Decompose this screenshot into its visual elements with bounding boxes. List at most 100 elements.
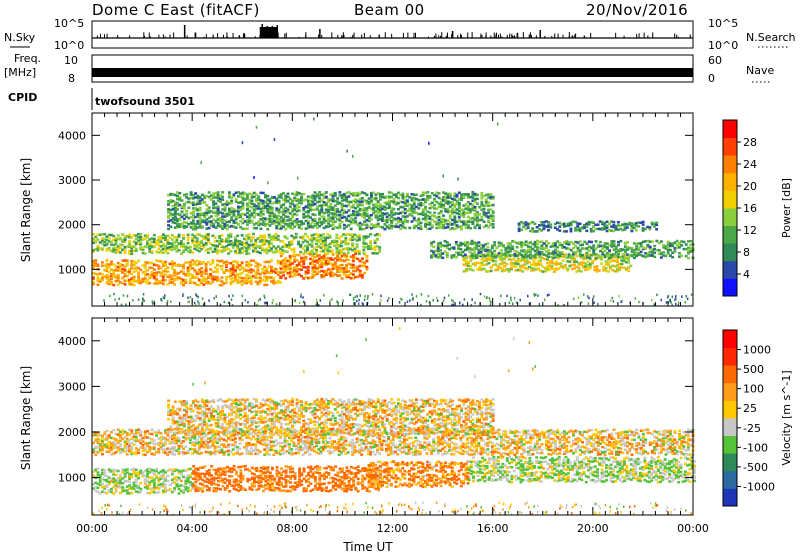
power-band-4-cell (558, 251, 562, 254)
power-band-5-cell (417, 226, 421, 230)
power-band-5-cell (196, 215, 200, 219)
power-band-5-cell (167, 200, 170, 203)
power-band-4-cell (524, 240, 528, 243)
power-band-6-cell (569, 227, 573, 231)
power-band-3-cell (123, 235, 127, 238)
power-band-3-cell (328, 250, 332, 253)
power-band-5-cell (261, 202, 265, 205)
power-band-0-cell (141, 280, 145, 283)
power-band-5-cell (381, 214, 385, 217)
power-band-5-cell (279, 216, 283, 219)
power-band-5-cell (322, 219, 326, 222)
velocity-band-1-cell (205, 477, 209, 480)
power-band-3-cell (132, 234, 136, 237)
power-band-0-cell (146, 261, 149, 264)
power-band-4-cell (565, 240, 569, 243)
velocity-band-1-cell (327, 465, 331, 468)
power-band-0-cell (191, 274, 195, 277)
power-band-0-cell (157, 280, 161, 283)
power-band-5-cell (356, 191, 360, 195)
power-band-5-cell (191, 212, 195, 215)
power-band-5-cell (203, 219, 207, 223)
power-band-6-cell (517, 229, 521, 233)
power-band-3-cell (175, 249, 179, 253)
power-band-0-cell (96, 263, 100, 267)
power-band-1-cell (356, 268, 360, 271)
power-band-6-cell (524, 227, 528, 231)
power-band-6-cell (524, 221, 528, 224)
power-band-5-cell (417, 207, 421, 210)
power-band-5-cell (196, 202, 200, 205)
velocity-band-1-cell (273, 486, 277, 490)
power-band-5-cell (320, 199, 324, 202)
power-band-3-cell (130, 249, 134, 253)
power-band-0-cell (276, 262, 280, 265)
power-band-6-cell (616, 224, 620, 227)
power-band-5-cell (259, 202, 263, 205)
velocity-band-1-cell (235, 488, 238, 491)
power-band-1-cell (320, 274, 324, 277)
power-band-5-cell (173, 221, 177, 225)
power-band-5-cell (315, 193, 319, 196)
power-band-3-cell (200, 234, 204, 238)
power-band-4-cell (459, 253, 463, 256)
power-band-5-cell (234, 209, 238, 213)
power-band-5-cell (228, 210, 231, 214)
velocity-band-1-cell (322, 477, 326, 481)
power-band-2-cell (503, 265, 507, 268)
power-band-3-cell (324, 248, 327, 251)
power-band-4-cell (511, 245, 515, 248)
power-band-0-cell (130, 283, 134, 286)
power-band-1-cell (288, 275, 292, 278)
power-band-6-cell (529, 229, 532, 233)
power-band-0-cell (231, 273, 235, 276)
velocity-band-1-cell (361, 484, 365, 487)
power-band-1-cell (293, 260, 297, 263)
power-band-1-cell (342, 273, 346, 276)
power-band-1-cell (345, 254, 349, 258)
power-band-6-cell (587, 223, 591, 226)
power-band-5-cell (198, 212, 202, 216)
velocity-band-1-cell (198, 482, 202, 485)
power-band-0-cell (173, 272, 176, 276)
power-band-4-cell (635, 254, 639, 258)
power-band-5-cell (322, 195, 326, 199)
power-band-1-cell (315, 259, 319, 262)
power-band-5-cell (360, 200, 364, 203)
power-band-4-cell (533, 249, 537, 253)
power-band-4-cell (445, 246, 449, 250)
velocity-band-0-cell (116, 479, 120, 483)
power-band-0-cell (193, 276, 197, 279)
power-band-3-cell (134, 241, 138, 245)
power-band-5-cell (428, 223, 432, 226)
power-band-3-cell (128, 233, 131, 237)
power-band-5-cell (385, 218, 389, 222)
power-band-5-cell (191, 225, 195, 228)
power-band-5-cell (412, 207, 416, 210)
velocity-band-0-cell (114, 488, 118, 491)
power-band-5-cell (191, 203, 195, 207)
power-band-1-cell (347, 270, 351, 273)
power-band-4-cell (495, 255, 499, 258)
power-band-4-cell (560, 246, 564, 249)
power-band-5-cell (286, 219, 290, 222)
power-band-4-cell (461, 254, 465, 258)
velocity-band-0-cell (186, 489, 190, 493)
nsearch-tick-bottom: 10^0 (708, 39, 738, 52)
power-band-2-cell (462, 270, 466, 273)
power-band-5-cell (185, 215, 189, 219)
power-scatter-cell (353, 302, 355, 305)
power-scatter-cell (546, 294, 549, 297)
power-band-2-cell (519, 257, 522, 261)
power-band-1-cell (324, 273, 328, 276)
nsearch-tick-top: 10^5 (708, 17, 738, 30)
power-band-4-cell (542, 253, 546, 256)
power-scatter-cell (263, 294, 265, 298)
power-band-0-cell (157, 271, 161, 274)
velocity-band-1-cell (250, 472, 254, 475)
power-band-1-cell (331, 263, 335, 266)
power-band-5-cell (480, 215, 484, 219)
power-band-3-cell (240, 234, 244, 237)
power-band-3-cell (107, 248, 111, 251)
power-band-3-cell (310, 242, 314, 245)
